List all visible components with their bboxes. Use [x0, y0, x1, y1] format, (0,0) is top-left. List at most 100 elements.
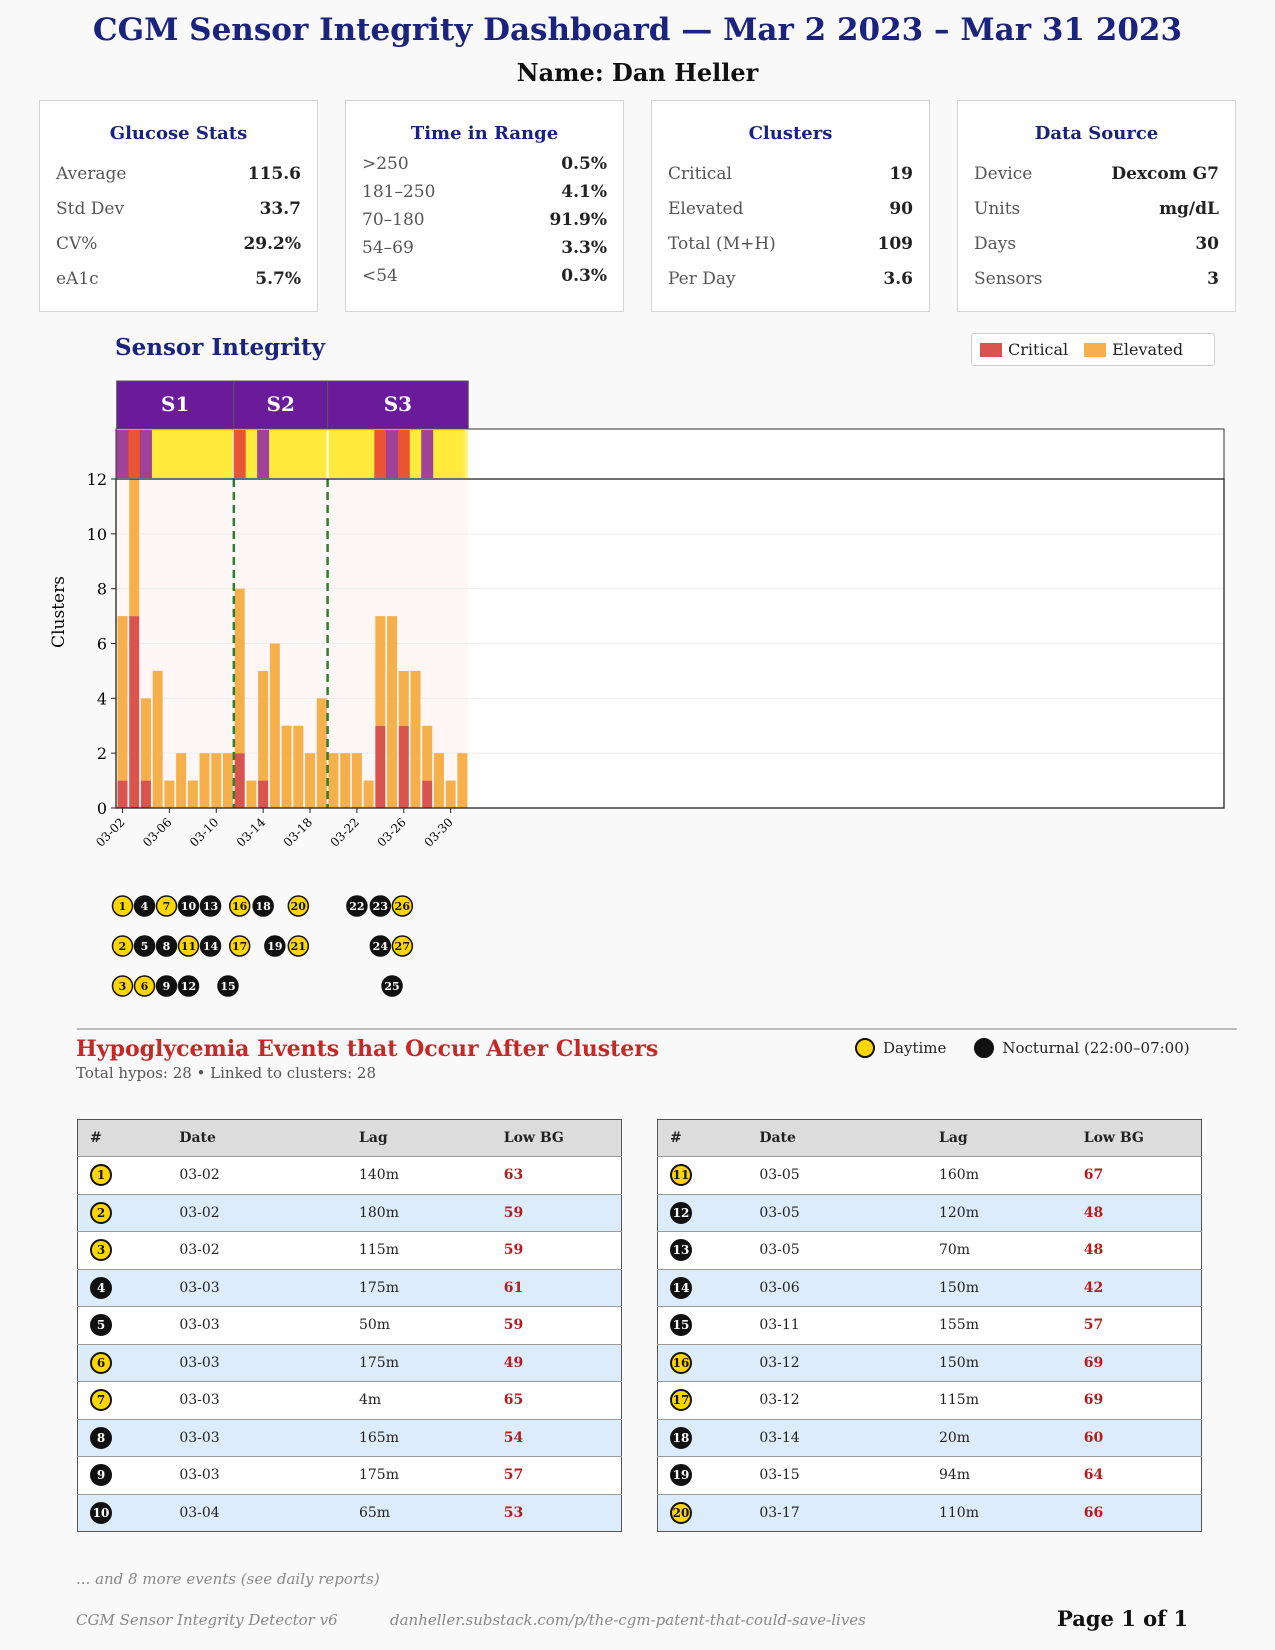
table-header: # Date Lag Low BG [657, 1119, 1202, 1157]
hypo-marker-label: 21 [291, 940, 306, 953]
y-tick-label: 8 [97, 580, 107, 599]
stat-label: Elevated [668, 198, 744, 219]
sensor-header-S2 [233, 380, 329, 430]
hypo-marker-13: 13 [199, 895, 222, 917]
bar-elevated-03-31 [457, 753, 468, 808]
stat-value: 4.1% [561, 182, 607, 202]
stat-row: Average 115.6 [56, 156, 301, 191]
column-header: Lag [346, 1119, 492, 1157]
page-title: CGM Sensor Integrity Dashboard — Mar 2 2… [92, 12, 1183, 48]
hypo-marker-label: 20 [291, 900, 307, 913]
hypo-marker-label: 25 [384, 980, 399, 993]
bar-critical-03-26 [398, 725, 409, 808]
hypo-marker-label: 22 [349, 900, 364, 913]
column-header: Date [167, 1119, 347, 1157]
event-low-bg: 59 [491, 1231, 622, 1269]
event-number-badge: 10 [90, 1501, 112, 1524]
event-low-bg: 49 [491, 1343, 622, 1382]
event-number-badge: 19 [670, 1464, 692, 1487]
hypo-marker-label: 15 [220, 980, 235, 993]
bar-elevated-03-21 [340, 753, 351, 808]
heat-band [421, 430, 434, 478]
bar-critical-03-24 [375, 725, 386, 808]
event-date: 03-03 [167, 1381, 347, 1419]
stat-row: Critical 19 [668, 156, 913, 191]
stat-label: 70–180 [362, 210, 425, 230]
event-low-bg: 61 [491, 1268, 622, 1307]
event-lag: 110m [926, 1493, 1072, 1532]
event-lag: 70m [926, 1231, 1072, 1269]
hypo-marker-dot-icon [177, 935, 200, 957]
stat-label: Per Day [668, 268, 736, 289]
event-lag: 115m [926, 1381, 1072, 1419]
hypo-marker-label: 10 [181, 900, 197, 913]
bar-elevated-03-05 [152, 670, 163, 808]
stat-row: <54 0.3% [362, 262, 607, 290]
column-header: # [657, 1119, 748, 1157]
hypo-marker-11: 11 [177, 935, 200, 957]
event-date: 03-02 [167, 1156, 347, 1194]
bar-elevated-03-12 [234, 588, 245, 754]
bar-elevated-03-08 [187, 780, 198, 808]
hypo-marker-15: 15 [217, 975, 239, 997]
bar-critical-03-28 [422, 780, 433, 808]
hypo-marker-label: 16 [232, 900, 248, 913]
event-date: 03-14 [747, 1418, 927, 1457]
bar-critical-03-12 [234, 753, 245, 808]
legend-label-elevated: Elevated [1112, 340, 1184, 359]
heat-band [139, 430, 152, 478]
event-number-badge: 13 [670, 1239, 692, 1262]
hypo-marker-dot-icon [199, 895, 222, 917]
sensor-header-S3 [327, 380, 469, 430]
hypo-marker-dot-icon [369, 935, 392, 957]
stat-row: >250 0.5% [362, 150, 607, 178]
footer-url[interactable]: danheller.substack.com/p/the-cgm-patent-… [390, 1611, 866, 1629]
event-number-badge: 20 [670, 1501, 692, 1524]
event-lag: 160m [926, 1156, 1072, 1194]
stat-row: 54–69 3.3% [362, 234, 607, 262]
heat-band [386, 430, 399, 478]
hypo-marker-dot-icon [346, 895, 368, 917]
event-low-bg: 59 [491, 1306, 622, 1344]
stat-value: 0.5% [561, 154, 607, 174]
hypo-marker-9: 9 [155, 975, 178, 997]
y-tick-label: 0 [97, 799, 107, 818]
event-low-bg: 53 [491, 1493, 622, 1532]
hypo-marker-label: 11 [181, 940, 196, 953]
y-tick-label: 2 [97, 744, 107, 763]
bar-elevated-03-26 [398, 670, 409, 726]
hypo-marker-5: 5 [133, 935, 156, 957]
event-number-badge: 8 [90, 1426, 112, 1449]
hypo-marker-dot-icon [228, 935, 251, 957]
stat-label: Sensors [974, 268, 1043, 289]
stat-row: Per Day 3.6 [668, 261, 913, 296]
stat-label: 181–250 [362, 182, 436, 202]
event-lag: 175m [346, 1268, 492, 1307]
stat-value: 3.6 [883, 268, 913, 289]
sensor-header-S1 [116, 380, 235, 430]
y-tick-label: 12 [87, 470, 107, 489]
hypo-marker-dot-icon [177, 975, 200, 997]
x-tick-label: 03-22 [328, 815, 362, 849]
hypo-marker-dot-icon [133, 975, 156, 997]
x-tick-label: 03-14 [234, 815, 269, 850]
bar-elevated-03-04 [140, 698, 151, 781]
stat-label: Days [974, 233, 1017, 254]
table-row: 9 03-03 175m 57 [77, 1456, 622, 1494]
table-row: 4 03-03 175m 61 [77, 1268, 622, 1307]
hypo-marker-17: 17 [228, 935, 251, 957]
hypo-marker-20: 20 [287, 895, 310, 917]
hypo-marker-7: 7 [155, 895, 178, 917]
hypo-marker-label: 6 [141, 980, 149, 993]
hypo-marker-18: 18 [252, 895, 274, 917]
hypo-marker-label: 3 [119, 980, 127, 993]
hypo-legend: Daytime Nocturnal (22:00–07:00) [855, 1038, 1190, 1058]
event-lag: 50m [346, 1306, 492, 1344]
event-low-bg: 65 [491, 1381, 622, 1419]
table-row: 6 03-03 175m 49 [77, 1343, 622, 1382]
hypo-marker-dot-icon [287, 935, 310, 957]
event-date: 03-12 [747, 1343, 927, 1382]
legend-swatch-critical [980, 342, 1002, 357]
stat-label: Units [974, 198, 1021, 219]
y-tick-label: 4 [97, 689, 107, 708]
